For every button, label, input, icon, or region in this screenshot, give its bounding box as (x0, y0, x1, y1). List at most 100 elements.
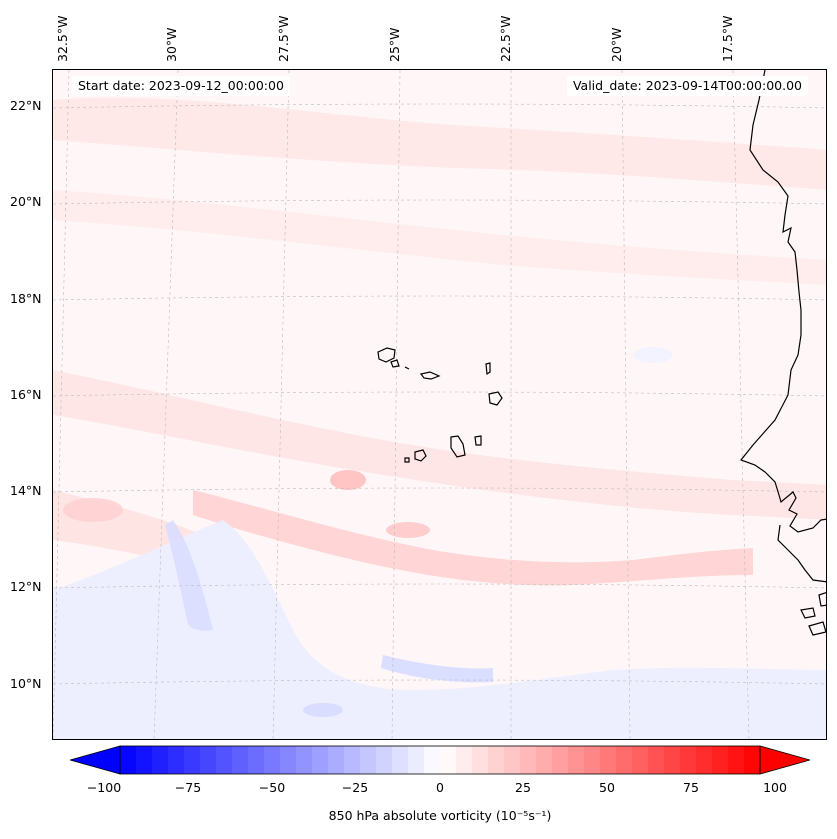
colorbar-segment (392, 746, 409, 774)
colorbar-segment (728, 746, 745, 774)
lat-label-10n: 10°N (10, 676, 42, 691)
colorbar-segment (200, 746, 217, 774)
negative-vorticity-streak-2 (381, 655, 493, 683)
colorbar-segment (696, 746, 713, 774)
negative-vorticity-region-sw (53, 520, 826, 739)
colorbar-segment (664, 746, 681, 774)
lat-label-16n: 16°N (10, 387, 42, 402)
colorbar-tick: −100 (86, 780, 122, 795)
start-date-label: Start date: 2023-09-12_00:00:00 (72, 76, 290, 96)
west-africa-coastline (740, 70, 826, 636)
colorbar-segment (536, 746, 553, 774)
lat-label-20n: 20°N (10, 194, 42, 209)
island-sao-vicente (390, 359, 400, 368)
lon-label-22-5w: 22.5°W (498, 15, 513, 62)
colorbar-label: 850 hPa absolute vorticity (10⁻⁵s⁻¹) (328, 808, 552, 823)
coast-bijagos-3 (818, 592, 826, 607)
colorbar (70, 745, 810, 775)
vorticity-band-south-strong (193, 490, 753, 586)
colorbar-segment (584, 746, 601, 774)
colorbar-tick: 25 (515, 780, 531, 795)
colorbar-segment (552, 746, 569, 774)
lon-label-20w: 20°W (609, 27, 624, 62)
vorticity-band-north (53, 97, 826, 190)
island-boa-vista (488, 391, 503, 406)
lon-label-17-5w: 17.5°W (720, 15, 735, 62)
colorbar-segment (216, 746, 233, 774)
coast-mauritania-senegal (740, 70, 826, 533)
colorbar-segment (280, 746, 297, 774)
vorticity-spot-2 (386, 522, 430, 538)
island-fogo (414, 449, 427, 462)
island-sal (485, 362, 491, 376)
colorbar-segment (440, 746, 457, 774)
graticule (53, 70, 826, 739)
island-brava (404, 457, 410, 463)
colorbar-segment (616, 746, 633, 774)
lon-label-32-5w: 32.5°W (55, 15, 70, 62)
colorbar-segment (120, 746, 137, 774)
lon-label-30w: 30°W (164, 27, 179, 62)
colorbar-segment (360, 746, 377, 774)
lon-label-27-5w: 27.5°W (276, 15, 291, 62)
colorbar-segment (424, 746, 441, 774)
colorbar-segment (248, 746, 265, 774)
valid-date-label: Valid_date: 2023-09-14T00:00:00.00 (566, 76, 808, 96)
colorbar-extend-left (70, 745, 121, 775)
colorbar-segment (712, 746, 729, 774)
colorbar-segment (312, 746, 329, 774)
colorbar-tick: −75 (174, 780, 202, 795)
map-panel (52, 69, 827, 740)
island-santo-antao (377, 347, 396, 363)
vorticity-band-upper (53, 190, 826, 285)
vorticity-spot-1 (330, 470, 366, 490)
cabo-verde-islands (377, 347, 503, 463)
colorbar-segment (504, 746, 521, 774)
colorbar-segment (376, 746, 393, 774)
island-santa-luzia (404, 366, 410, 370)
colorbar-segment (152, 746, 169, 774)
colorbar-tick: 75 (683, 780, 699, 795)
lon-label-25w: 25°W (387, 27, 402, 62)
lat-label-14n: 14°N (10, 483, 42, 498)
colorbar-segment (488, 746, 505, 774)
colorbar-tick: −50 (258, 780, 286, 795)
island-santiago (450, 435, 466, 458)
negative-vorticity-streak-1 (165, 520, 213, 631)
negative-vorticity-spot (303, 703, 343, 717)
colorbar-segment (328, 746, 345, 774)
coast-bijagos-1 (800, 607, 816, 619)
vorticity-field-map (53, 70, 826, 739)
coast-bijagos-2 (808, 621, 826, 636)
lat-label-18n: 18°N (10, 291, 42, 306)
colorbar-segment (472, 746, 489, 774)
lat-label-22n: 22°N (10, 98, 42, 113)
colorbar-segment (568, 746, 585, 774)
island-maio (474, 435, 482, 446)
colorbar-tick: 0 (436, 780, 444, 795)
colorbar-segment (344, 746, 361, 774)
coast-guinea-bissau (777, 524, 826, 583)
lat-label-12n: 12°N (10, 579, 42, 594)
island-sao-nicolau (419, 371, 441, 380)
colorbar-tick: 100 (763, 780, 787, 795)
vorticity-spot-3 (63, 498, 123, 522)
colorbar-segment (264, 746, 281, 774)
negative-vorticity-spot-2 (633, 347, 673, 363)
colorbar-segment (648, 746, 665, 774)
colorbar-segment (168, 746, 185, 774)
colorbar-segment (232, 746, 249, 774)
colorbar-segment (136, 746, 153, 774)
colorbar-segment (184, 746, 201, 774)
colorbar-tick: 50 (599, 780, 615, 795)
colorbar-segment (408, 746, 425, 774)
colorbar-segment (744, 746, 761, 774)
colorbar-segment (456, 746, 473, 774)
colorbar-tick: −25 (341, 780, 369, 795)
colorbar-frame (119, 745, 761, 775)
colorbar-segment (296, 746, 313, 774)
colorbar-segment (680, 746, 697, 774)
colorbar-extend-right (759, 745, 810, 775)
vorticity-band-mid (53, 370, 826, 520)
colorbar-segment (632, 746, 649, 774)
